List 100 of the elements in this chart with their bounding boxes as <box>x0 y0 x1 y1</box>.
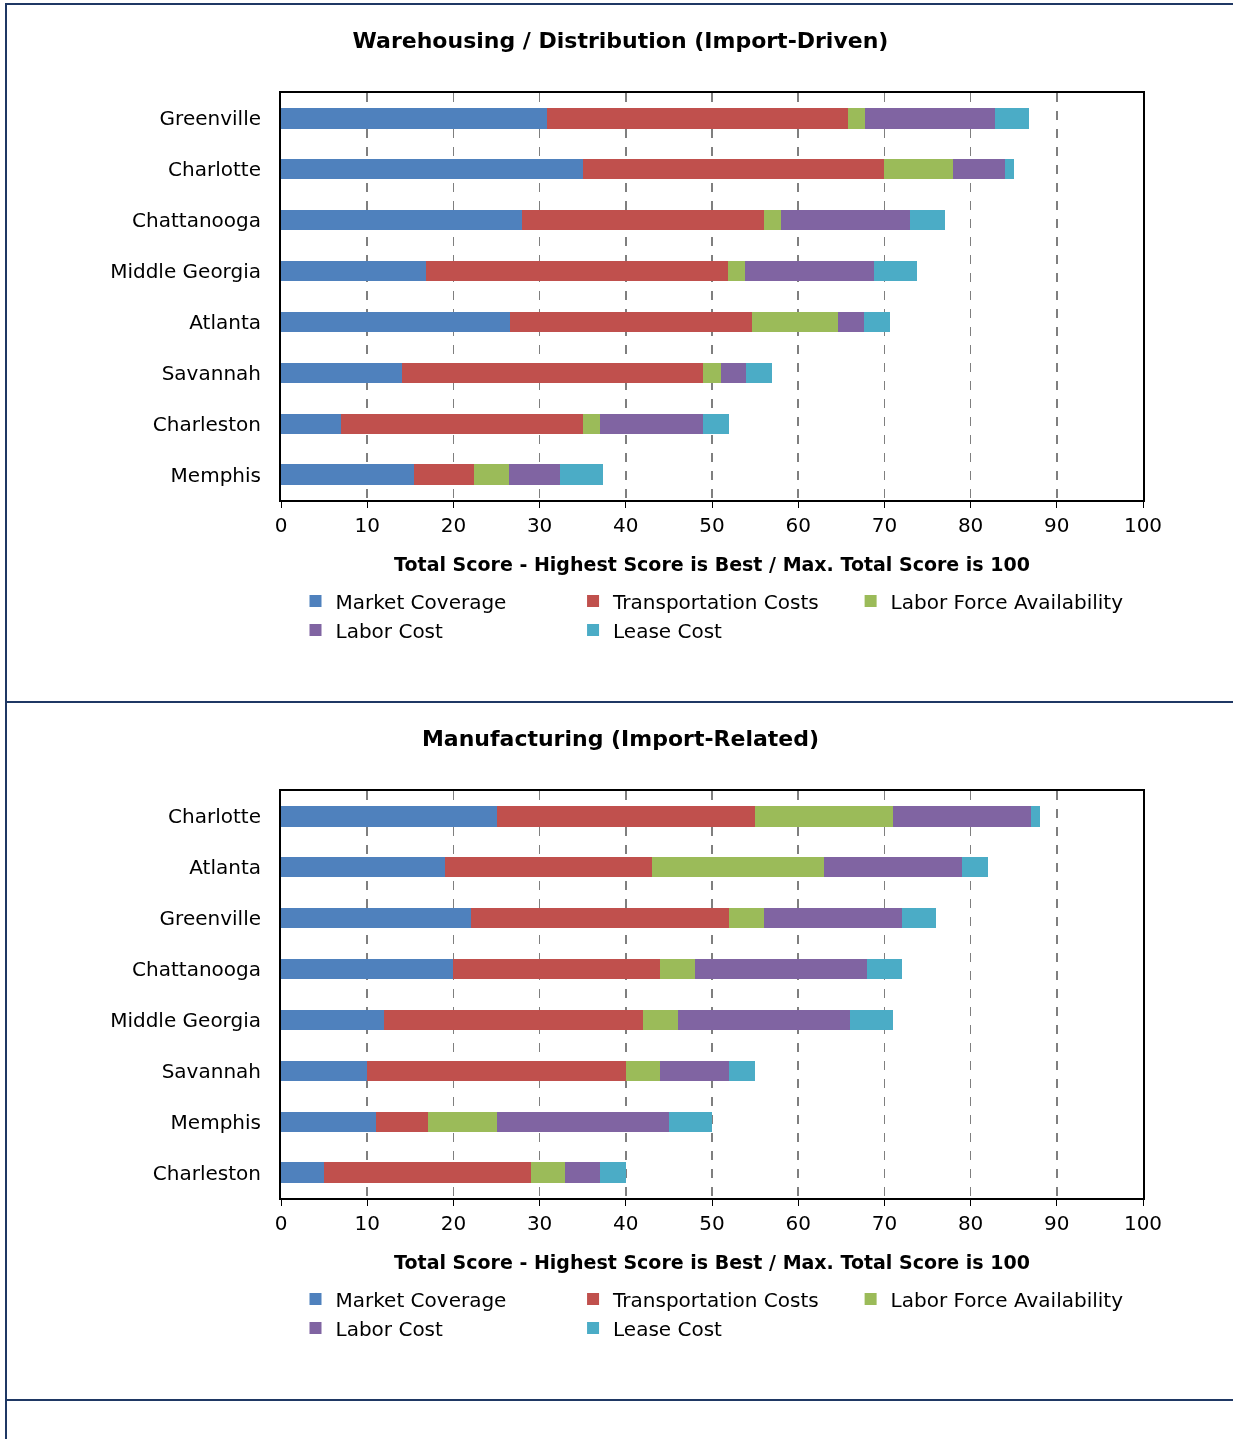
bar <box>599 413 704 434</box>
bar <box>474 464 509 485</box>
legend-label: Lease Cost <box>613 1316 723 1341</box>
bar <box>703 362 721 383</box>
bar <box>281 311 511 333</box>
bar <box>508 464 561 485</box>
y-tick-label: Charleston <box>152 1160 261 1185</box>
bar <box>281 958 454 980</box>
bar <box>643 1009 678 1031</box>
bar <box>281 1162 325 1183</box>
chart-title: Manufacturing (Import-Related) <box>421 725 820 751</box>
x-axis-title: Total Score - Highest Score is Best / Max. Total Score is 100 <box>394 553 1030 576</box>
bar <box>763 908 902 929</box>
y-tick-label: Charlotte <box>168 804 261 829</box>
bar <box>281 159 583 180</box>
bar <box>413 464 475 485</box>
y-tick-label: Charlotte <box>168 157 261 182</box>
bar <box>367 1060 626 1081</box>
y-tick-label: Atlanta <box>189 309 261 334</box>
x-tick-label: 30 <box>526 513 553 537</box>
x-tick-label: 70 <box>871 1211 898 1235</box>
bar <box>281 806 497 827</box>
legend-label: Market Coverage <box>335 589 507 614</box>
bar <box>496 1111 669 1132</box>
bar <box>324 1162 531 1183</box>
bar <box>599 1162 626 1183</box>
bar <box>281 464 414 485</box>
bar <box>281 210 523 231</box>
bar <box>668 1111 712 1132</box>
bar <box>522 210 764 231</box>
bar <box>425 260 728 282</box>
bar <box>496 806 756 827</box>
bar <box>703 413 730 434</box>
bar <box>677 1009 850 1031</box>
y-tick-label: Savannah <box>161 1058 261 1083</box>
bar <box>848 108 866 129</box>
bar <box>281 1009 385 1031</box>
bar <box>281 413 342 434</box>
bar <box>824 857 962 878</box>
bar <box>849 1009 894 1031</box>
bar <box>281 857 445 878</box>
legend-label: Transportation Costs <box>612 1287 819 1312</box>
bar <box>746 362 773 383</box>
bar <box>341 413 583 434</box>
x-tick-label: 80 <box>957 513 984 537</box>
x-tick-label: 0 <box>274 513 288 537</box>
bar <box>751 311 838 333</box>
x-tick-label: 70 <box>871 513 898 537</box>
bar <box>865 108 995 129</box>
y-tick-label: Memphis <box>170 1109 261 1134</box>
y-tick-label: Charleston <box>152 411 261 436</box>
bar <box>582 159 885 180</box>
x-tick-label: 50 <box>699 1211 725 1235</box>
x-tick-label: 50 <box>699 513 725 537</box>
legend-label: Lease Cost <box>613 618 723 643</box>
bar <box>281 260 426 282</box>
bar <box>1005 159 1014 180</box>
x-tick-label: 10 <box>354 513 380 537</box>
x-axis-title: Total Score - Highest Score is Best / Max. Total Score is 100 <box>394 1251 1030 1274</box>
x-tick-label: 20 <box>440 1211 467 1235</box>
y-tick-label: Middle Georgia <box>110 259 261 284</box>
bar <box>530 1162 566 1183</box>
bar <box>867 958 902 980</box>
bar <box>384 1009 644 1031</box>
bar <box>444 857 652 878</box>
bar <box>470 908 730 929</box>
bar <box>281 108 547 129</box>
bar <box>565 1162 600 1183</box>
bar <box>901 908 937 929</box>
bar <box>281 908 471 929</box>
bar <box>651 857 825 878</box>
x-tick-label: 60 <box>785 513 811 537</box>
x-tick-label: 90 <box>1044 513 1070 537</box>
bar <box>884 159 954 180</box>
bar <box>582 413 600 434</box>
bar <box>729 1060 756 1081</box>
bar <box>755 806 894 827</box>
bar <box>625 1060 661 1081</box>
y-tick-label: Middle Georgia <box>110 1007 261 1032</box>
bar <box>281 362 402 383</box>
y-tick-label: Chattanooga <box>132 957 261 982</box>
bar <box>560 464 604 485</box>
bar <box>863 311 890 333</box>
bar <box>874 260 918 282</box>
bar <box>780 210 911 231</box>
x-tick-label: 80 <box>957 1211 984 1235</box>
x-tick-label: 10 <box>354 1211 380 1235</box>
bar <box>729 908 764 929</box>
chart-title: Warehousing / Distribution (Import-Driven) <box>352 27 889 53</box>
x-tick-label: 60 <box>785 1211 811 1235</box>
bar <box>660 958 695 980</box>
legend-label: Labor Cost <box>335 1316 444 1341</box>
bar <box>910 210 945 231</box>
x-tick-label: 30 <box>526 1211 553 1235</box>
bar <box>1030 806 1040 827</box>
bar <box>510 311 752 333</box>
bar <box>837 311 864 333</box>
x-tick-label: 40 <box>613 513 639 537</box>
y-tick-label: Atlanta <box>189 855 261 880</box>
bar <box>994 108 1030 129</box>
